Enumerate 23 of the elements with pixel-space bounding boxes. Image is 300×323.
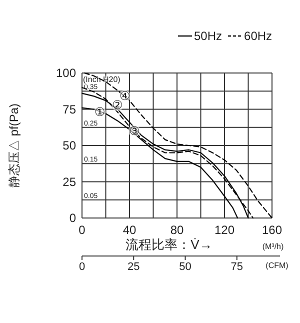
x-axis-title: 流程比率：V̇→ (126, 237, 212, 252)
y-axis-title: 静态压△ pf(Pa) (7, 103, 21, 188)
x2-tick-label: 0 (78, 261, 86, 273)
y-tick-label: 50 (62, 138, 76, 152)
x2-tick-label: 25 (128, 261, 140, 273)
x-tick-label: 0 (78, 223, 86, 237)
x-tick-label: 80 (170, 223, 184, 237)
text: (M³/h) (262, 242, 284, 251)
x2-tick-label: 75 (230, 261, 244, 273)
x-tick-label: 120 (214, 223, 235, 237)
y-tick-label: 25 (62, 174, 76, 189)
annotation: ② (112, 98, 124, 112)
y-tick-label: 0 (69, 211, 76, 225)
x2-tick-label: 50 (179, 261, 192, 273)
x2-axis-title: (CFM) (266, 261, 289, 270)
y-tick-label: 100 (56, 66, 76, 80)
x-tick-label: 160 (262, 223, 282, 237)
x-tick-label: 40 (122, 223, 136, 237)
annotation: ① (94, 105, 106, 120)
annotation: ③ (128, 124, 140, 138)
y-tick-label: 75 (62, 102, 76, 116)
legend-label: 60Hz (244, 29, 272, 43)
legend-label: 50Hz (194, 29, 222, 43)
